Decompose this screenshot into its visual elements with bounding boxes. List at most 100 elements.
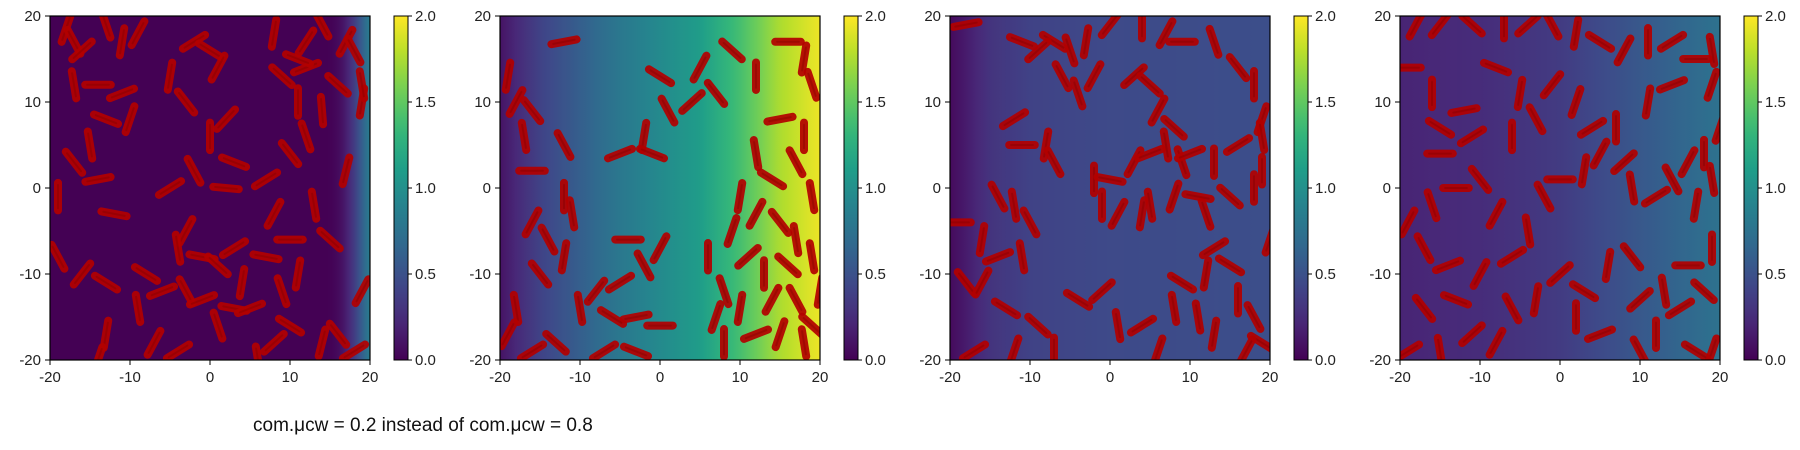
y-tick-label: 0 [483, 180, 491, 197]
rod-shade [719, 279, 729, 304]
rod [1411, 293, 1437, 323]
rod [767, 207, 793, 237]
rod-shade [271, 20, 277, 46]
rod [718, 37, 746, 64]
colorbar [393, 15, 409, 361]
rod [1625, 170, 1639, 206]
rods [950, 16, 1270, 360]
rod [516, 340, 548, 360]
colorbar-tick-label: 2.0 [415, 8, 436, 25]
rod-shade [342, 158, 350, 184]
rod [774, 252, 802, 279]
rod [971, 266, 993, 299]
rod [121, 102, 139, 137]
rod [291, 256, 305, 292]
rod [355, 67, 369, 103]
rod [83, 127, 97, 163]
rod [1485, 197, 1507, 230]
rod [1656, 30, 1688, 53]
rod [50, 240, 69, 273]
rod-shade [95, 275, 117, 290]
y-tick-label: 10 [474, 94, 491, 111]
rod [633, 249, 655, 282]
rod [1126, 314, 1158, 337]
rod [1485, 326, 1507, 359]
rod-shade [1581, 120, 1603, 135]
rod [316, 226, 344, 253]
rod [805, 179, 819, 215]
rod [1207, 316, 1221, 352]
colorbar-tick-label: 1.0 [415, 180, 436, 197]
rod [1007, 187, 1021, 223]
rod-shade [778, 256, 798, 274]
rod-shade [1709, 166, 1715, 192]
rod-shade [1147, 192, 1153, 218]
rod-shade [738, 248, 758, 266]
rod-shade [1401, 211, 1415, 234]
rod-shade [1645, 189, 1667, 204]
rod-shade [1685, 344, 1707, 359]
rod [351, 275, 370, 308]
rod [217, 153, 251, 171]
rod [1088, 278, 1116, 305]
rod [1433, 333, 1446, 360]
rod [505, 86, 527, 118]
panel-1: -20 -10 0 10 20 -20 -10 0 10 20 0.0 0.5 1.0 1.5 2.0 [19, 8, 436, 386]
y-tick-label: -20 [19, 352, 41, 369]
rod-shade [311, 192, 317, 218]
rod-shade [74, 264, 90, 284]
rod [207, 51, 229, 84]
rod [131, 290, 145, 326]
rod [596, 306, 628, 328]
rod [1097, 16, 1122, 40]
rod [1456, 125, 1488, 148]
x-tick-label: -20 [1389, 369, 1411, 386]
rod [637, 118, 651, 154]
rod-shade [765, 288, 779, 311]
y-tick-label: -20 [1369, 352, 1391, 369]
rod [603, 144, 637, 163]
rod-shade [532, 264, 548, 284]
panel-2: -20 -10 0 10 20 -20 -10 0 10 20 0.0 0.5 1.0 1.5 2.0 [469, 8, 886, 386]
colorbar [1743, 15, 1759, 361]
rod [1019, 206, 1041, 239]
rod-shade [1665, 168, 1679, 191]
rod [998, 108, 1030, 131]
rod-shade [330, 324, 346, 345]
rod [789, 222, 803, 258]
rod [1079, 24, 1093, 60]
rod [1197, 196, 1215, 231]
rod [61, 147, 87, 177]
rod [1133, 144, 1167, 163]
rod [1413, 232, 1435, 265]
rod-shade [1462, 325, 1482, 343]
rod [509, 290, 523, 326]
rod [316, 92, 328, 129]
rod [90, 271, 122, 294]
rod [1640, 185, 1672, 208]
rod [178, 30, 210, 53]
y-tick-label: 0 [933, 180, 941, 197]
rod-shade [801, 46, 807, 72]
rod-shade [737, 295, 743, 321]
rod-shade [347, 39, 361, 62]
rod [987, 180, 1009, 213]
rod [1198, 237, 1230, 260]
rod [657, 94, 679, 127]
rod [1613, 34, 1635, 67]
rod [644, 65, 676, 88]
rod [173, 87, 199, 117]
rod [1216, 183, 1244, 210]
rod-shade [1645, 89, 1651, 115]
rod-shade [995, 301, 1017, 316]
y-tick-label: 0 [33, 180, 41, 197]
rod-shade [802, 317, 820, 335]
rod-shade [1529, 108, 1543, 131]
rod-shade [217, 109, 235, 129]
rod-shade [1230, 57, 1246, 78]
rod-shade [1169, 184, 1179, 209]
rod-shade [72, 41, 92, 59]
rod-shade [223, 241, 245, 256]
rod-shade [775, 322, 785, 347]
